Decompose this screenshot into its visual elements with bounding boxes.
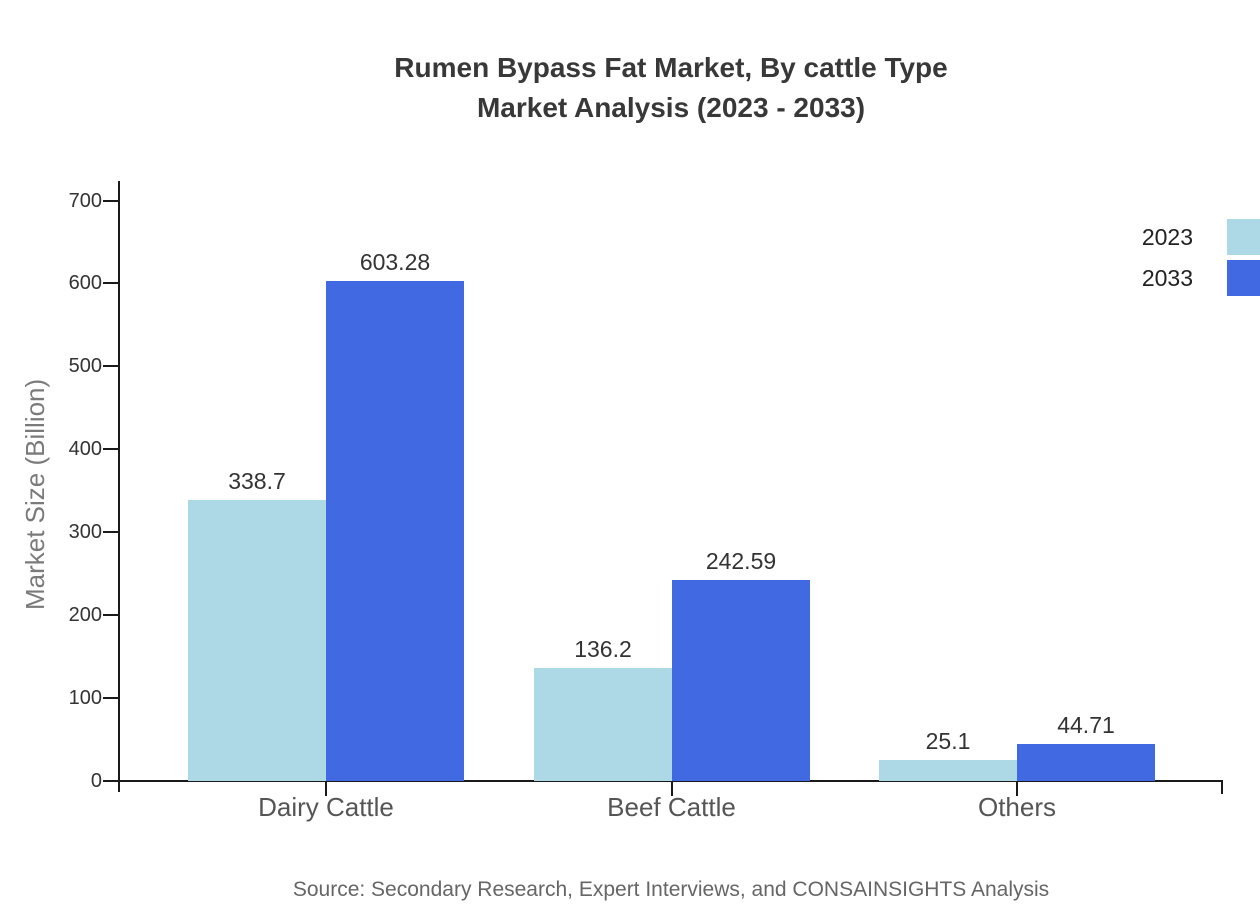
category-label: Others <box>977 792 1057 822</box>
legend-label-2023: 2023 <box>1141 224 1193 250</box>
source-attribution: Source: Secondary Research, Expert Inter… <box>292 878 1050 901</box>
y-tick-mark <box>103 448 120 451</box>
y-tick-label: 500 <box>68 355 102 378</box>
bar-2023-others <box>879 760 1017 781</box>
bar-value-label-2023-dairy-cattle: 338.7 <box>228 468 286 494</box>
x-tick-mark <box>670 782 673 796</box>
legend-label-2033: 2033 <box>1141 265 1193 291</box>
chart-title-line2: Market Analysis (2023 - 2033) <box>476 92 866 123</box>
x-axis-end-tick <box>1221 782 1223 794</box>
y-tick-label: 0 <box>90 770 102 792</box>
bar-2033-dairy-cattle <box>326 281 464 781</box>
y-tick-label: 600 <box>68 272 102 295</box>
y-tick-mark <box>103 697 120 700</box>
legend-swatch-2033 <box>1227 260 1260 296</box>
category-label: Dairy Cattle <box>258 792 394 822</box>
y-tick-mark <box>103 614 120 617</box>
x-tick-mark <box>325 782 327 796</box>
y-tick-mark <box>103 365 120 368</box>
y-tick-mark <box>103 199 120 202</box>
chart-title: Rumen Bypass Fat Market, By cattle Type … <box>120 48 1222 128</box>
category-label: Beef Cattle <box>607 792 736 822</box>
y-tick-mark <box>103 282 120 285</box>
y-axis-line <box>118 181 120 783</box>
y-tick-mark <box>103 531 120 534</box>
x-tick-mark <box>1016 782 1018 796</box>
y-tick-label: 100 <box>68 687 102 710</box>
chart-title-line1: Rumen Bypass Fat Market, By cattle Type <box>394 52 948 83</box>
bar-value-label-2023-beef-cattle: 136.2 <box>574 636 632 662</box>
bar-2023-dairy-cattle <box>188 500 326 781</box>
legend-swatch-2023 <box>1227 219 1260 255</box>
x-axis-start-tick <box>118 782 120 792</box>
y-tick-mark <box>103 780 120 782</box>
y-tick-label: 400 <box>68 438 102 461</box>
y-tick-label: 200 <box>68 604 102 627</box>
x-axis-line <box>118 780 1223 782</box>
y-tick-label: 700 <box>68 189 102 212</box>
bar-value-label-2033-dairy-cattle: 603.28 <box>359 249 431 275</box>
bar-2033-others <box>1017 744 1155 781</box>
bar-value-label-2033-beef-cattle: 242.59 <box>705 548 777 574</box>
bar-2023-beef-cattle <box>534 668 672 781</box>
bar-value-label-2023-others: 25.1 <box>925 728 971 754</box>
y-tick-label: 300 <box>68 521 102 544</box>
bar-2033-beef-cattle <box>672 580 810 781</box>
bar-value-label-2033-others: 44.71 <box>1057 712 1115 738</box>
